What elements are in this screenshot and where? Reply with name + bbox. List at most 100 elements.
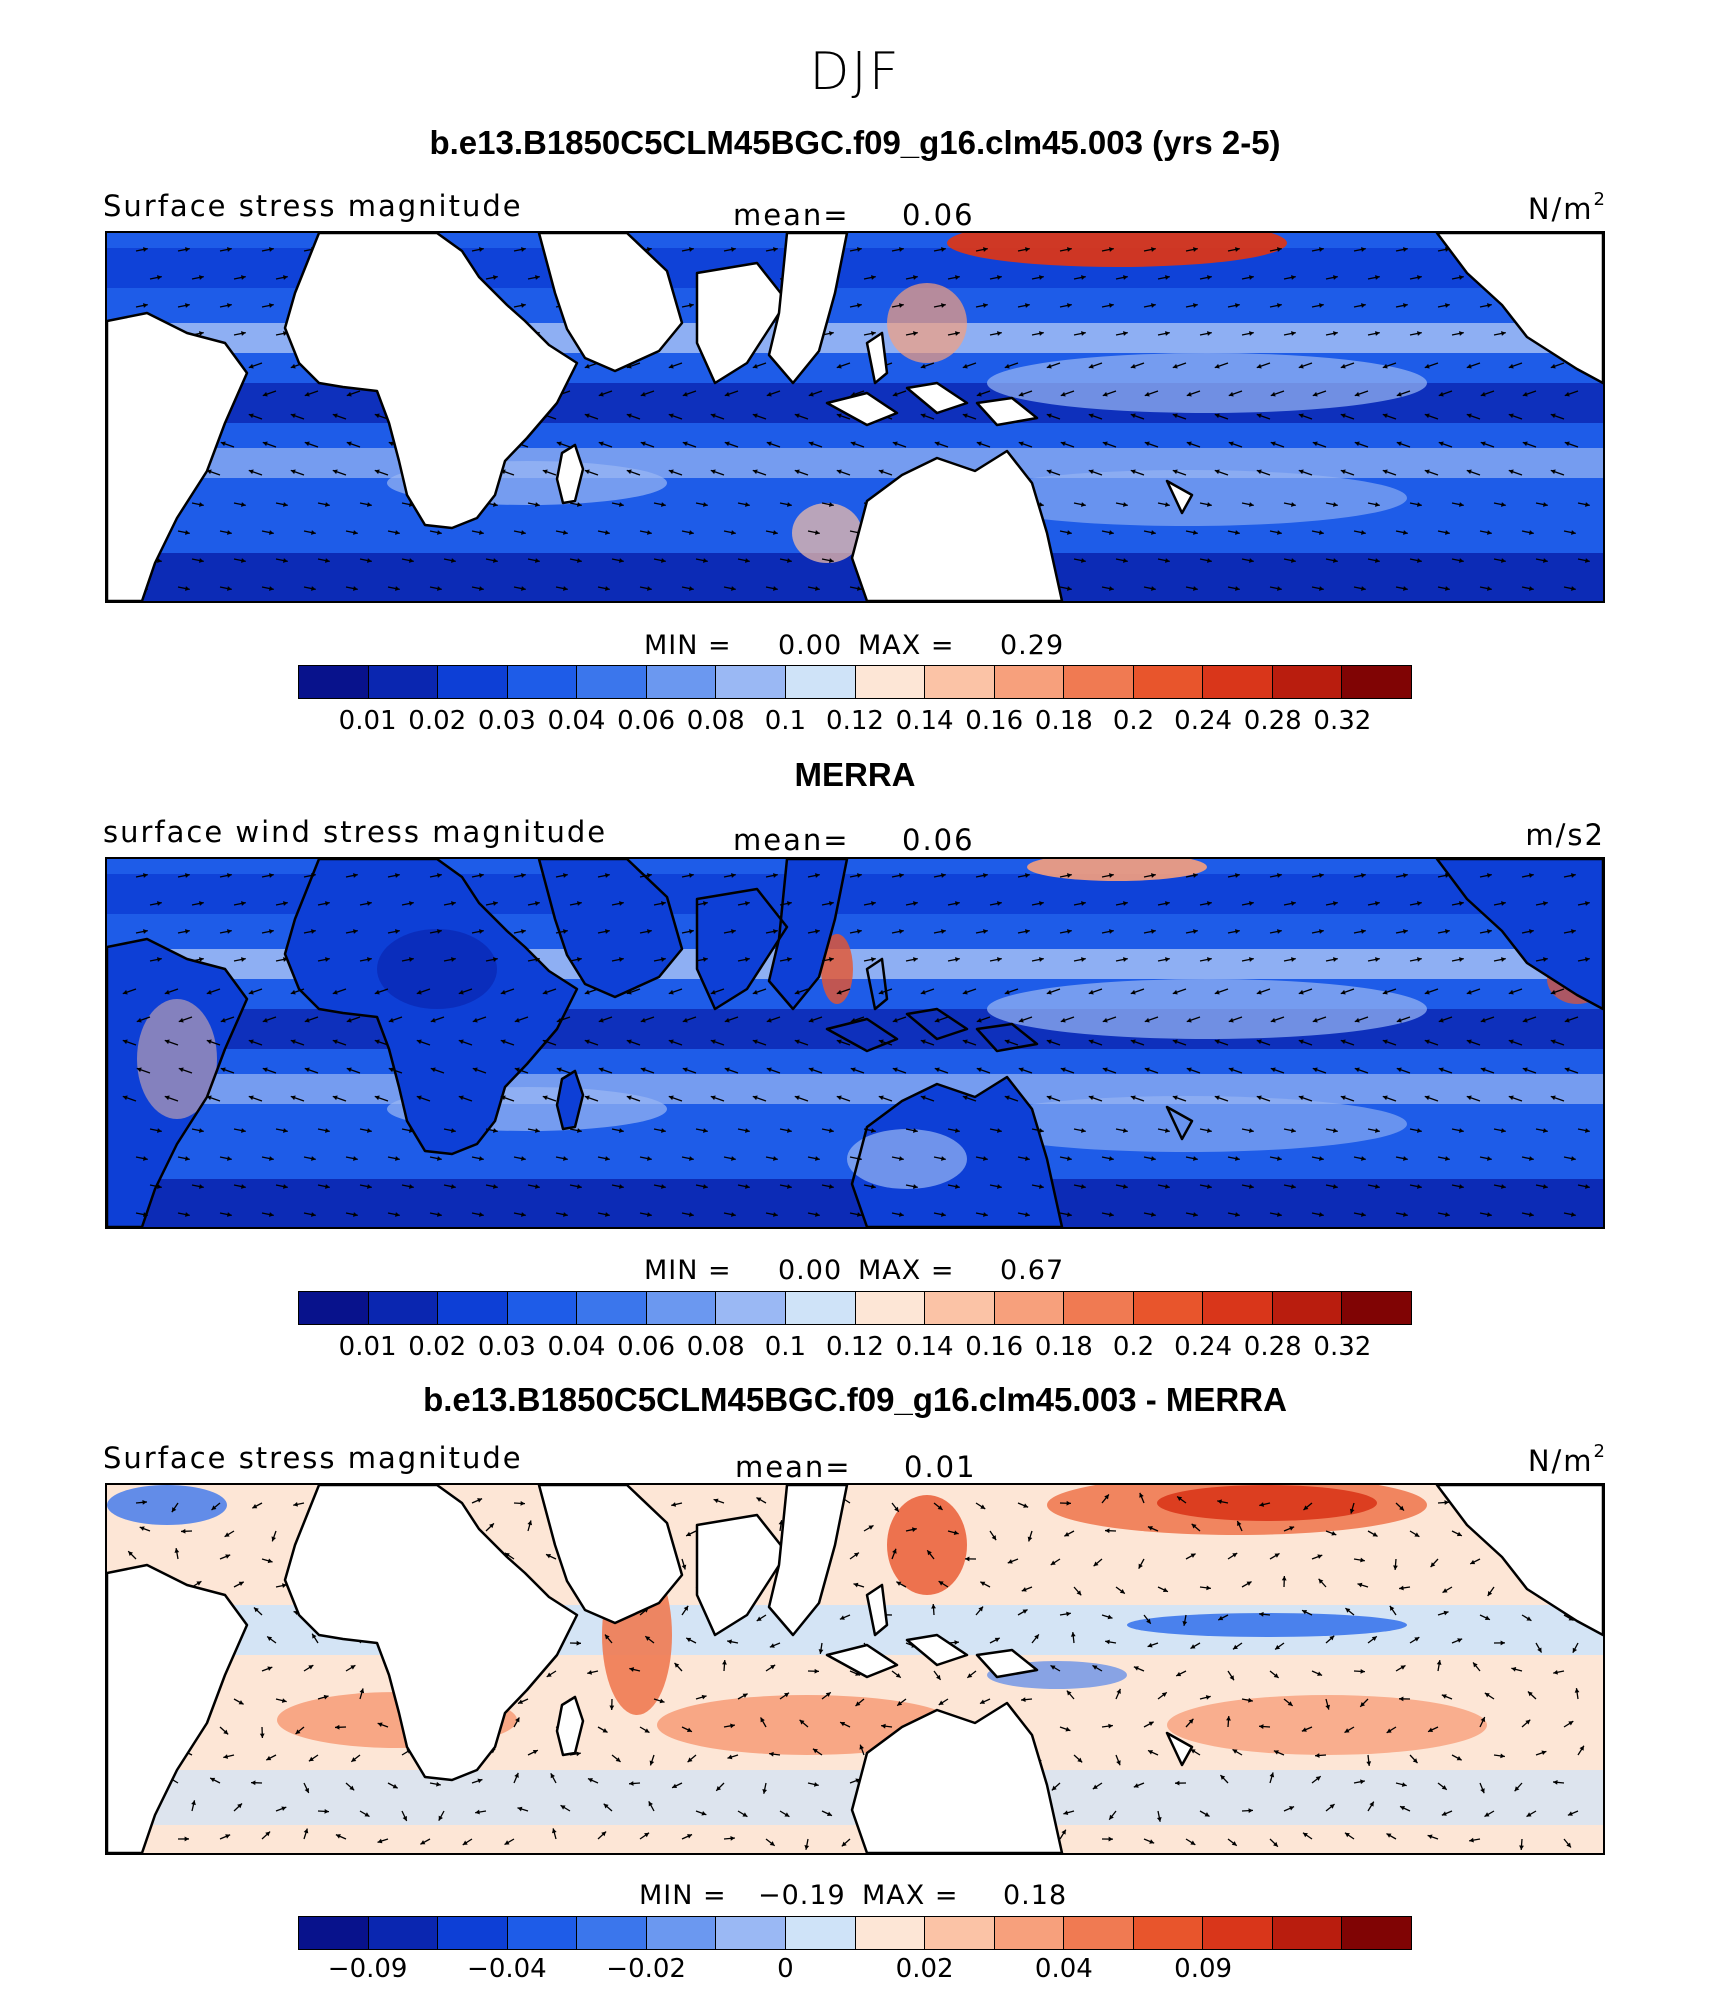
colorbar-swatch — [577, 1917, 647, 1949]
colorbar-tick-label: 0.24 — [1174, 706, 1233, 736]
colorbar-swatch — [577, 1292, 647, 1324]
colorbar-tick-label: 0.04 — [547, 1332, 606, 1362]
continent-outline — [767, 859, 849, 1011]
continent-outline — [555, 1069, 585, 1131]
continent-outline — [107, 1563, 249, 1853]
colorbar-swatch — [716, 666, 786, 698]
panel-3-colorbar — [298, 1916, 1412, 1950]
land-field — [697, 889, 787, 1009]
colorbar-tick-label: 0.28 — [1243, 706, 1302, 736]
island-outline — [825, 1017, 899, 1053]
colorbar-swatch — [1272, 1917, 1343, 1949]
panel-1-max-label: MAX = — [858, 630, 955, 661]
stress-patch — [967, 1096, 1407, 1152]
colorbar-swatch — [646, 1292, 717, 1324]
colorbar-tick-label: 0.04 — [1034, 1954, 1093, 1984]
panel-2-min-value: 0.00 — [778, 1255, 843, 1286]
continent-outline — [537, 233, 684, 373]
colorbar-swatch — [299, 666, 369, 698]
colorbar-swatch — [1272, 1292, 1343, 1324]
panel-1-variable-label: Surface stress magnitude — [103, 189, 523, 223]
colorbar-tick-label: 0.28 — [1243, 1332, 1302, 1362]
island-outline — [905, 1007, 969, 1041]
continent-outline — [1435, 859, 1603, 1011]
colorbar-swatch — [438, 666, 508, 698]
panel-2-max-label: MAX = — [858, 1255, 955, 1286]
stress-patch — [1157, 1485, 1377, 1521]
island-outline — [1165, 1105, 1194, 1141]
colorbar-swatch — [1064, 1292, 1134, 1324]
stress-patch — [887, 283, 967, 363]
colorbar-swatch — [1064, 666, 1134, 698]
island-outline — [975, 396, 1039, 427]
colorbar-tick-label: 0.06 — [617, 706, 676, 736]
colorbar-swatch — [507, 666, 578, 698]
island-outline — [905, 1633, 969, 1667]
panel-2-max-value: 0.67 — [1000, 1255, 1065, 1286]
panel-3-map — [105, 1483, 1605, 1855]
continent-outline — [555, 443, 585, 505]
panel-1-min-label: MIN = — [644, 630, 732, 661]
stress-patch — [1167, 1695, 1487, 1755]
continent-outline — [695, 887, 789, 1011]
colorbar-tick-label: −0.02 — [606, 1954, 686, 1984]
stress-band — [107, 448, 1603, 478]
colorbar-tick-label: 0.06 — [617, 1332, 676, 1362]
island-outline — [975, 1648, 1039, 1679]
colorbar-swatch — [299, 1917, 369, 1949]
island-outline — [825, 1643, 899, 1679]
colorbar-swatch — [507, 1292, 578, 1324]
colorbar-swatch — [646, 1917, 717, 1949]
colorbar-swatch — [1342, 666, 1411, 698]
colorbar-tick-label: 0.01 — [338, 1332, 397, 1362]
colorbar-swatch — [716, 1292, 786, 1324]
colorbar-tick-label: 0.1 — [764, 1332, 807, 1362]
colorbar-swatch — [855, 666, 926, 698]
colorbar-tick-label: −0.04 — [467, 1954, 547, 1984]
continent-outline — [283, 859, 579, 1156]
stress-patch — [107, 1485, 227, 1525]
colorbar-tick-label: 0.01 — [338, 706, 397, 736]
colorbar-swatch — [1203, 1292, 1273, 1324]
continent-outline — [1435, 233, 1603, 385]
panel-2-map-field — [107, 859, 1603, 1227]
land-field — [1437, 859, 1603, 1009]
panel-3-mean-value: 0.01 — [904, 1450, 977, 1484]
panel-2-colorbar-ticks: 0.01 0.02 0.03 0.04 0.06 0.08 0.1 0.12 0.14 0.16 0… — [298, 1332, 1412, 1366]
colorbar-swatch — [1203, 666, 1273, 698]
colorbar-swatch — [994, 1292, 1065, 1324]
colorbar-tick-label: 0.12 — [826, 1332, 884, 1362]
stress-patch — [987, 979, 1427, 1039]
colorbar-swatch — [1133, 1917, 1204, 1949]
stress-patch — [821, 934, 853, 1004]
island-outline — [865, 957, 889, 1011]
stress-patch — [657, 1695, 957, 1755]
colorbar-swatch — [438, 1292, 508, 1324]
panel-3-min-label: MIN = — [639, 1880, 727, 1911]
panel-3-map-field — [107, 1485, 1603, 1853]
continent-outline — [537, 1485, 684, 1625]
colorbar-swatch — [925, 666, 995, 698]
panel-1-map — [105, 231, 1605, 603]
colorbar-tick-label: 0.02 — [408, 706, 467, 736]
stress-patch — [987, 353, 1427, 413]
colorbar-tick-label: 0.03 — [477, 1332, 536, 1362]
colorbar-tick-label: 0.03 — [477, 706, 536, 736]
island-outline — [1165, 1731, 1194, 1767]
continent-outline — [537, 859, 684, 999]
panel-3-mean-label: mean= — [735, 1450, 852, 1484]
continent-outline — [850, 1701, 1064, 1853]
colorbar-swatch — [368, 1292, 439, 1324]
panel-1-mean-label: mean= — [733, 198, 850, 232]
stress-patch — [847, 1129, 967, 1189]
season-title: DJF — [809, 42, 901, 102]
colorbar-tick-label: 0.16 — [965, 706, 1024, 736]
colorbar-swatch — [1064, 1917, 1134, 1949]
colorbar-tick-label: 0.09 — [1174, 1954, 1233, 1984]
colorbar-swatch — [925, 1917, 995, 1949]
colorbar-swatch — [1203, 1917, 1273, 1949]
colorbar-tick-label: 0 — [777, 1954, 794, 1984]
colorbar-swatch — [855, 1917, 926, 1949]
colorbar-tick-label: 0.32 — [1313, 706, 1372, 736]
colorbar-swatch — [299, 1292, 369, 1324]
